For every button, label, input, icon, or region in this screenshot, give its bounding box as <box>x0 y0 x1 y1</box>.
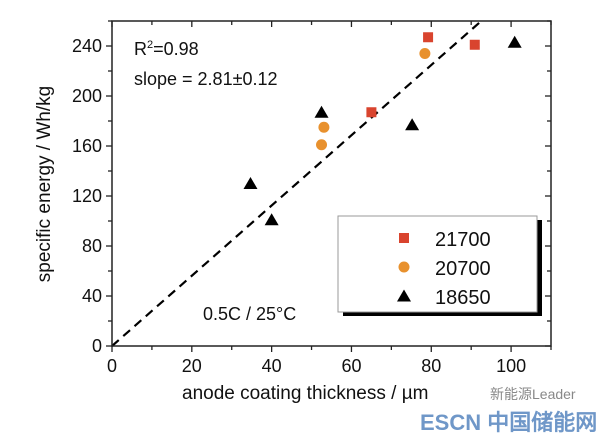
x-tick-label: 60 <box>341 356 361 376</box>
legend-label-20700: 20700 <box>435 258 491 280</box>
data-point-18650 <box>314 105 329 118</box>
slope-annotation: slope = 2.81±0.12 <box>134 69 278 89</box>
data-point-18650 <box>264 213 279 226</box>
x-tick-label: 40 <box>262 356 282 376</box>
legend-marker-20700 <box>398 261 410 273</box>
x-axis-label: anode coating thickness / µm <box>182 383 428 404</box>
y-tick-label: 160 <box>72 136 102 156</box>
y-tick-label: 200 <box>72 86 102 106</box>
data-point-18650 <box>507 35 522 48</box>
legend-label-18650: 18650 <box>435 287 491 309</box>
watermark-source: 新能源Leader <box>490 386 576 402</box>
y-tick-label: 40 <box>82 286 102 306</box>
data-point-20700 <box>419 48 431 59</box>
condition-annotation: 0.5C / 25°C <box>203 304 296 324</box>
x-tick-label: 80 <box>421 356 441 376</box>
x-tick-label: 100 <box>496 356 526 376</box>
data-point-21700 <box>366 107 377 118</box>
x-tick-label: 0 <box>107 356 117 376</box>
data-point-18650 <box>405 118 420 131</box>
data-point-21700 <box>469 39 480 50</box>
data-point-20700 <box>318 121 330 133</box>
legend: 21700 20700 18650 <box>337 215 542 316</box>
x-tick-label: 20 <box>182 356 202 376</box>
data-point-21700 <box>423 32 434 43</box>
legend-box <box>337 215 538 313</box>
legend-label-21700: 21700 <box>435 229 491 251</box>
y-tick-label: 240 <box>72 36 102 56</box>
y-tick-label: 120 <box>72 186 102 206</box>
watermark-logo: ESCN 中国储能网 <box>420 410 597 433</box>
legend-marker-21700 <box>399 233 409 243</box>
plot-frame <box>111 20 552 347</box>
y-tick-label: 0 <box>92 336 102 356</box>
y-axis-label: specific energy / Wh/kg <box>34 86 55 282</box>
fit-line <box>111 20 482 347</box>
r2-annotation: R2=0.98 <box>134 39 199 59</box>
legend-marker-18650 <box>397 289 411 302</box>
data-point-18650 <box>243 177 258 189</box>
data-point-20700 <box>316 139 328 151</box>
y-tick-label: 80 <box>82 236 102 256</box>
